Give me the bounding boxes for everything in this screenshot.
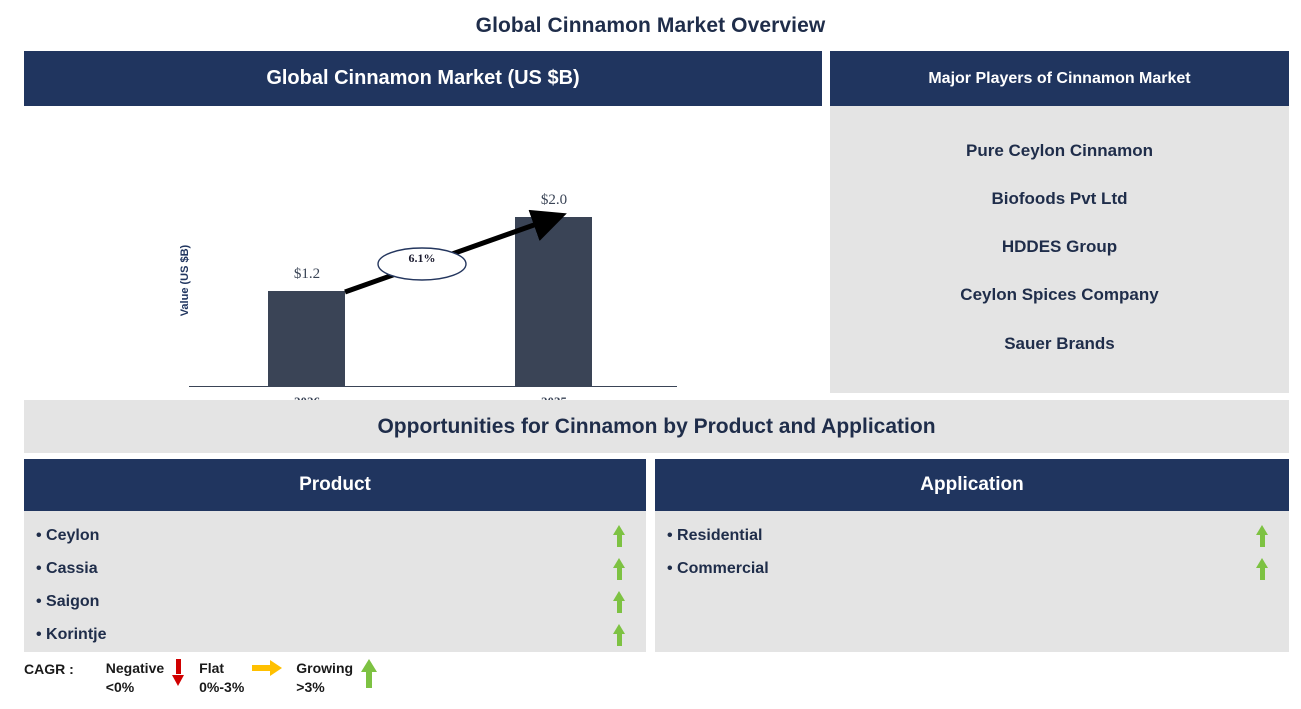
arrow-up-icon [613, 591, 626, 613]
opportunities-banner: Opportunities for Cinnamon by Product an… [24, 400, 1289, 453]
cagr-legend: CAGR : Negative <0% Flat 0%-3% Growing >… [24, 659, 391, 705]
cagr-callout-label: 6.1% [382, 251, 462, 266]
cagr-growing-range: >3% [296, 678, 353, 697]
list-item: Ceylon Spices Company [960, 286, 1158, 305]
chart-x-axis-line [189, 386, 677, 387]
arrow-right-icon [252, 659, 282, 680]
table-row: • Residential [655, 519, 1289, 552]
cagr-flat-text: Flat 0%-3% [199, 659, 244, 697]
product-table-header: Product [24, 459, 646, 511]
product-item-label: • Saigon [36, 593, 99, 611]
chart-y-axis-label-text: Value (US $B) [179, 245, 191, 317]
cagr-flat-name: Flat [199, 659, 244, 678]
bar-2026 [268, 291, 345, 386]
bar-value-2026: $1.2 [267, 266, 347, 283]
arrow-down-icon [172, 659, 185, 686]
table-row: • Korintje [24, 618, 646, 651]
list-item: Pure Ceylon Cinnamon [966, 142, 1153, 161]
table-row: • Saigon [24, 585, 646, 618]
cagr-legend-item-flat: Flat 0%-3% [199, 659, 290, 697]
cagr-growing-name: Growing [296, 659, 353, 678]
page-title: Global Cinnamon Market Overview [0, 14, 1301, 38]
application-table-header: Application [655, 459, 1289, 511]
product-table: Product • Ceylon • Cassia • Saigon • Kor… [24, 459, 646, 652]
bar-2035 [515, 217, 592, 386]
major-players-panel: Major Players of Cinnamon Market Pure Ce… [830, 51, 1289, 393]
chart-y-axis-label: Value (US $B) [179, 149, 191, 269]
cagr-legend-item-growing: Growing >3% [296, 659, 385, 697]
bar-chart: Value (US $B) $1.2 $2.0 2026 2035 6.1% S… [24, 106, 822, 396]
arrow-up-icon [1256, 525, 1269, 547]
application-item-label: • Residential [667, 527, 762, 545]
arrow-up-icon [613, 624, 626, 646]
application-table-body: • Residential • Commercial [655, 511, 1289, 652]
bar-value-2035: $2.0 [514, 192, 594, 209]
arrow-up-icon [613, 525, 626, 547]
list-item: HDDES Group [1002, 238, 1117, 257]
product-item-label: • Cassia [36, 560, 98, 578]
product-item-label: • Korintje [36, 626, 107, 644]
cagr-negative-name: Negative [106, 659, 164, 678]
arrow-up-icon [1256, 558, 1269, 580]
table-row: • Ceylon [24, 519, 646, 552]
cagr-legend-item-negative: Negative <0% [106, 659, 193, 697]
infographic-page: Global Cinnamon Market Overview Global C… [0, 0, 1301, 709]
chart-panel: Global Cinnamon Market (US $B) Value (US… [24, 51, 822, 396]
cagr-growing-text: Growing >3% [296, 659, 353, 697]
table-row: • Cassia [24, 552, 646, 585]
cagr-flat-range: 0%-3% [199, 678, 244, 697]
arrow-up-icon [613, 558, 626, 580]
product-item-label: • Ceylon [36, 527, 99, 545]
application-table: Application • Residential • Commercial [655, 459, 1289, 652]
list-item: Sauer Brands [1004, 335, 1115, 354]
chart-panel-header: Global Cinnamon Market (US $B) [24, 51, 822, 106]
product-table-body: • Ceylon • Cassia • Saigon • Korintje [24, 511, 646, 652]
table-row: • Commercial [655, 552, 1289, 585]
major-players-header: Major Players of Cinnamon Market [830, 51, 1289, 106]
application-item-label: • Commercial [667, 560, 769, 578]
major-players-list: Pure Ceylon Cinnamon Biofoods Pvt Ltd HD… [830, 106, 1289, 393]
cagr-negative-range: <0% [106, 678, 164, 697]
cagr-legend-title: CAGR : [24, 659, 74, 677]
cagr-negative-text: Negative <0% [106, 659, 164, 697]
list-item: Biofoods Pvt Ltd [992, 190, 1128, 209]
arrow-up-icon [361, 659, 377, 688]
